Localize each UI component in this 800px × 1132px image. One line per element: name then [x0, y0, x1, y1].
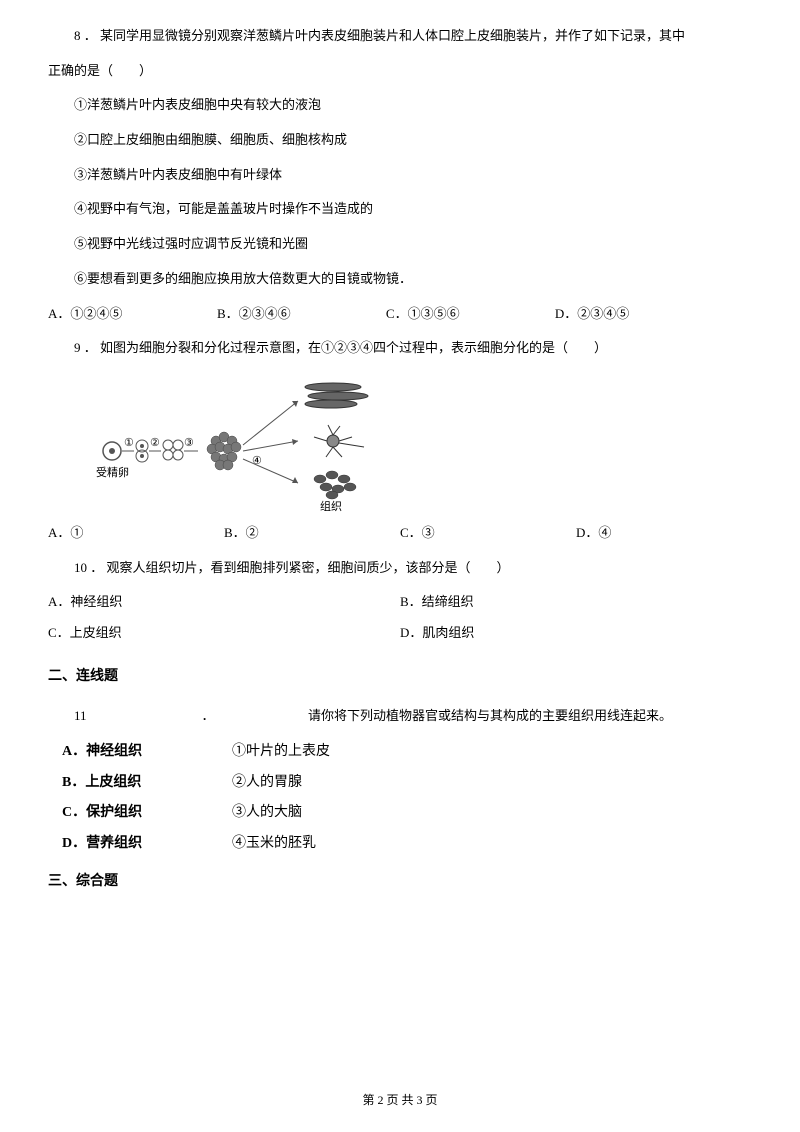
match-left-c: C．保护组织 [62, 800, 232, 827]
q9-option-a[interactable]: A．① [48, 521, 224, 546]
q8-stem-line2: 正确的是（ ） [48, 59, 752, 84]
q8-statement-3: ③洋葱鳞片叶内表皮细胞中有叶绿体 [48, 163, 752, 188]
q10-stem: 10 ． 观察人组织切片，看到细胞排列紧密，细胞间质少，该部分是（ ） [48, 556, 752, 581]
q8-statement-5: ⑤视野中光线过强时应调节反光镜和光圈 [48, 232, 752, 257]
q11-number: 11 [48, 704, 108, 729]
figure-label-4: ④ [252, 451, 262, 472]
q11-dot: ． [108, 704, 308, 729]
q10-option-b[interactable]: B．结缔组织 [400, 590, 752, 615]
q9-option-c[interactable]: C．③ [400, 521, 576, 546]
match-left-b: B．上皮组织 [62, 770, 232, 797]
section-3-title: 三、综合题 [48, 869, 752, 896]
q9-options: A．① B．② C．③ D．④ [48, 521, 752, 546]
match-row: A．神经组织 ①叶片的上表皮 [62, 739, 752, 766]
q8-statement-6: ⑥要想看到更多的细胞应换用放大倍数更大的目镜或物镜． [48, 267, 752, 292]
q10-option-d[interactable]: D．肌肉组织 [400, 621, 752, 646]
q8-statement-2: ②口腔上皮细胞由细胞膜、细胞质、细胞核构成 [48, 128, 752, 153]
match-row: B．上皮组织 ②人的胃腺 [62, 770, 752, 797]
figure-label-2: ② [150, 433, 160, 454]
match-row: C．保护组织 ③人的大脑 [62, 800, 752, 827]
q10-options: A．神经组织 B．结缔组织 C．上皮组织 D．肌肉组织 [48, 590, 752, 651]
figure-label-3: ③ [184, 433, 194, 454]
section-2-title: 二、连线题 [48, 664, 752, 691]
match-right-3: ③人的大脑 [232, 800, 302, 827]
match-row: D．营养组织 ④玉米的胚乳 [62, 831, 752, 858]
match-right-2: ②人的胃腺 [232, 770, 302, 797]
q8-stem-line1: 8 ． 某同学用显微镜分别观察洋葱鳞片叶内表皮细胞装片和人体口腔上皮细胞装片，并… [48, 24, 752, 49]
figure-label-tissue: 组织 [320, 497, 342, 518]
q8-option-a[interactable]: A．①②④⑤ [48, 302, 217, 327]
match-right-4: ④玉米的胚乳 [232, 831, 316, 858]
q8-options: A．①②④⑤ B．②③④⑥ C．①③⑤⑥ D．②③④⑤ [48, 302, 752, 327]
match-right-1: ①叶片的上表皮 [232, 739, 330, 766]
q8-statement-4: ④视野中有气泡，可能是盖盖玻片时操作不当造成的 [48, 197, 752, 222]
match-left-a: A．神经组织 [62, 739, 232, 766]
q9-figure: 受精卵 ① ② ③ ④ 组织 [88, 371, 428, 511]
figure-label-egg: 受精卵 [96, 463, 129, 484]
q11-match-table: A．神经组织 ①叶片的上表皮 B．上皮组织 ②人的胃腺 C．保护组织 ③人的大脑… [62, 739, 752, 857]
q8-option-d[interactable]: D．②③④⑤ [555, 302, 724, 327]
match-left-d: D．营养组织 [62, 831, 232, 858]
q8-statement-1: ①洋葱鳞片叶内表皮细胞中央有较大的液泡 [48, 93, 752, 118]
q8-option-c[interactable]: C．①③⑤⑥ [386, 302, 555, 327]
q8-option-b[interactable]: B．②③④⑥ [217, 302, 386, 327]
q9-option-b[interactable]: B．② [224, 521, 400, 546]
q11-text: 请你将下列动植物器官或结构与其构成的主要组织用线连起来。 [308, 704, 752, 729]
q9-option-d[interactable]: D．④ [576, 521, 752, 546]
q11-stem: 11 ． 请你将下列动植物器官或结构与其构成的主要组织用线连起来。 [48, 704, 752, 729]
figure-label-1: ① [124, 433, 134, 454]
q9-stem: 9 ． 如图为细胞分裂和分化过程示意图，在①②③④四个过程中，表示细胞分化的是（… [48, 336, 752, 361]
q10-option-a[interactable]: A．神经组织 [48, 590, 400, 615]
cell-division-diagram-icon [88, 371, 428, 511]
page-footer: 第 2 页 共 3 页 [0, 1089, 800, 1112]
q10-option-c[interactable]: C．上皮组织 [48, 621, 400, 646]
